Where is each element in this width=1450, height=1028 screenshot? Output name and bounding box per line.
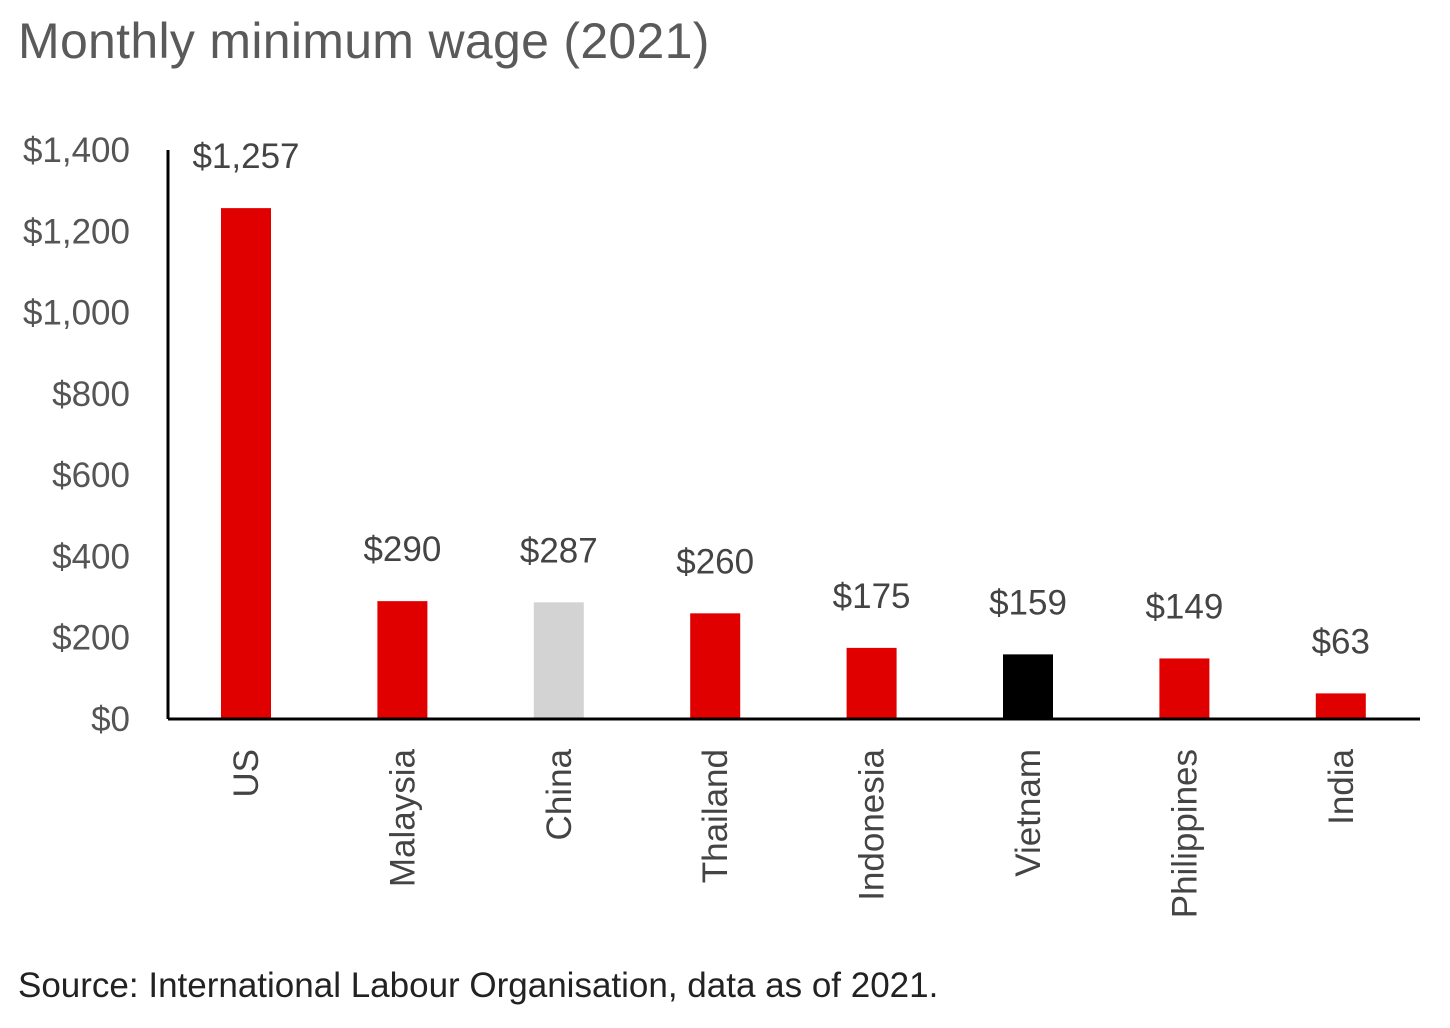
bar-philippines: [1159, 658, 1210, 719]
x-tick-label: China: [540, 748, 579, 840]
data-label: $1,257: [192, 137, 299, 176]
bar-thailand: [690, 613, 741, 719]
data-label: $287: [520, 531, 598, 570]
bar-indonesia: [846, 647, 897, 719]
data-label: $159: [989, 583, 1067, 622]
bar-china: [533, 602, 584, 719]
data-label: $290: [363, 530, 441, 569]
bar-india: [1315, 693, 1366, 719]
bar-us: [221, 208, 271, 719]
data-label: $260: [676, 542, 754, 581]
bar-vietnam: [1003, 654, 1053, 719]
y-tick-label: $600: [52, 456, 130, 495]
data-label: $149: [1145, 587, 1223, 626]
data-label: $175: [833, 577, 911, 616]
y-tick-label: $800: [52, 375, 130, 414]
y-tick-label: $200: [52, 619, 130, 658]
y-tick-label: $0: [91, 700, 130, 739]
x-tick-label: Vietnam: [1009, 749, 1048, 877]
x-tick-label: Indonesia: [853, 748, 892, 900]
y-tick-label: $400: [52, 537, 130, 576]
y-tick-label: $1,400: [23, 131, 130, 170]
bar-chart: $0 $200 $400 $600 $800 $1,000 $1,200 $1,400 $1,2…: [23, 131, 1420, 918]
bar-malaysia: [377, 601, 428, 719]
x-tick-label: Malaysia: [383, 748, 422, 887]
y-tick-label: $1,000: [23, 294, 130, 333]
x-tick-label: Philippines: [1165, 749, 1204, 918]
chart-title: Monthly minimum wage (2021): [18, 13, 710, 69]
data-label: $63: [1312, 622, 1370, 661]
x-tick-label: India: [1322, 748, 1361, 824]
x-tick-label: Thailand: [696, 749, 735, 883]
source-note: Source: International Labour Organisatio…: [18, 966, 939, 1005]
y-tick-label: $1,200: [23, 212, 130, 251]
x-tick-label: US: [227, 749, 266, 798]
